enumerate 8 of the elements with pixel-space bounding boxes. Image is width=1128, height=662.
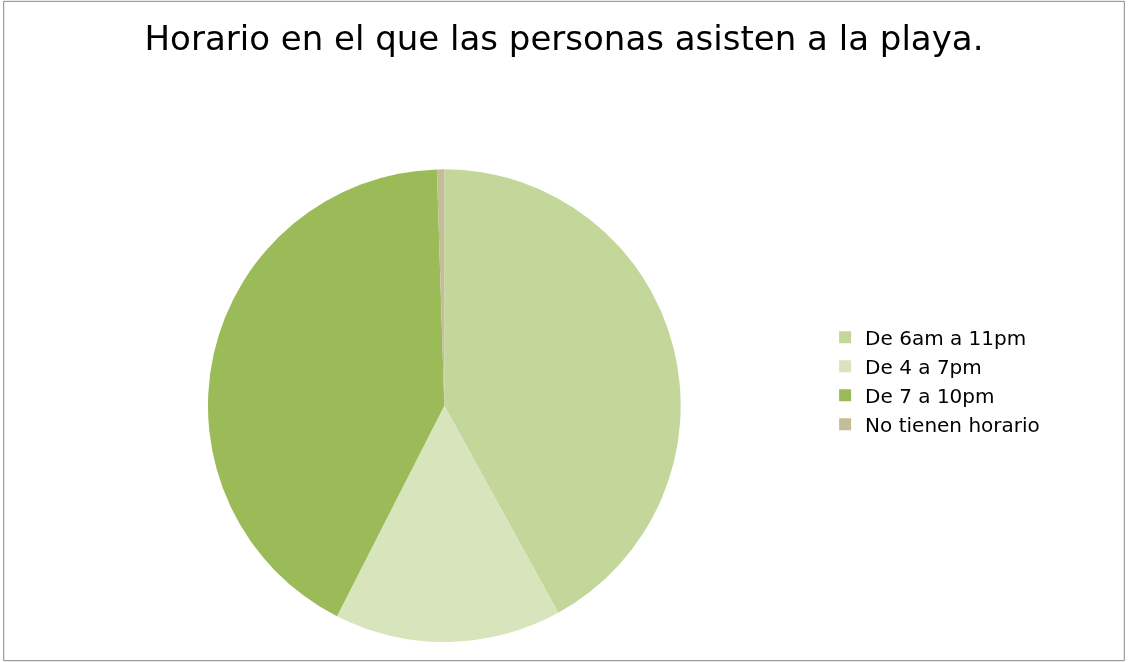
legend-label: De 7 a 10pm [865,384,995,409]
pie-slice [208,169,445,617]
legend-label: De 6am a 11pm [865,326,1027,351]
pie-slice [337,405,559,642]
chart-title: Horario en el que las personas asisten a la playa. [144,18,984,59]
legend-label: De 4 a 7pm [865,355,982,380]
pie-slice [444,169,681,613]
legend-label: No tienen horario [865,413,1040,438]
